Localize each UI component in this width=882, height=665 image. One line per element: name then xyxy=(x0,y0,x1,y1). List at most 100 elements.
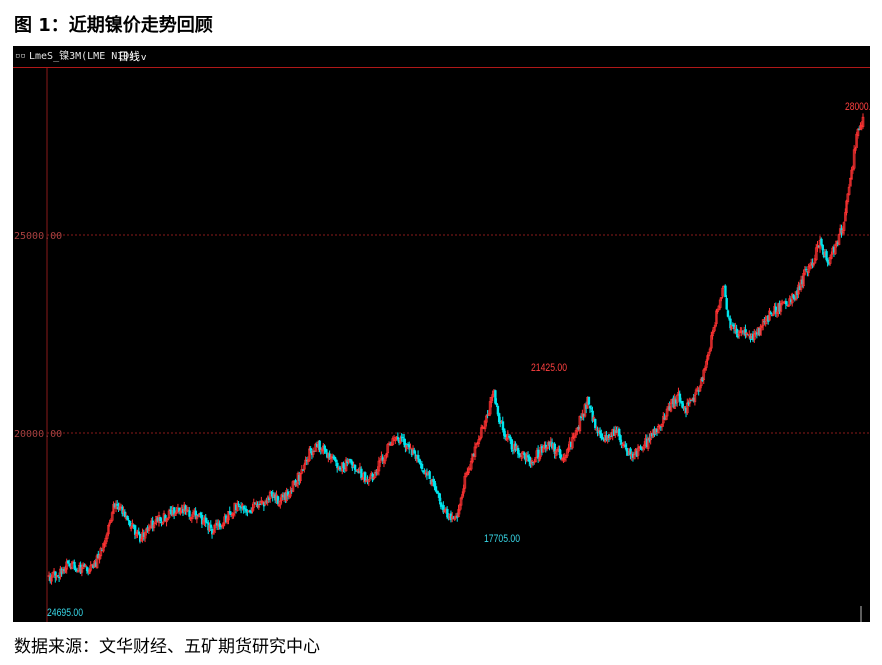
candle-body-down xyxy=(351,461,354,469)
window-restore-icon[interactable]: ▫▫ xyxy=(15,51,26,61)
candle-body-up xyxy=(195,515,199,520)
y-tick-label-0: 25000.00 xyxy=(14,231,62,242)
candle-body-down xyxy=(169,509,172,511)
candle-body-down xyxy=(733,324,736,330)
candle-body-down xyxy=(496,405,500,415)
chart-panel[interactable]: ▫▫ LmeS_镍3M(LME NID) 日线v 25000.00 20000.0… xyxy=(13,46,870,622)
candle-body-down xyxy=(678,393,682,402)
candle-body-down xyxy=(744,329,747,336)
candle-body-down xyxy=(200,514,204,525)
candle-body-down xyxy=(199,512,203,515)
period-dropdown[interactable]: 日线v xyxy=(118,50,146,65)
candle-body-up xyxy=(646,438,650,449)
candle-body-down xyxy=(422,470,425,473)
price-annotation-0: 28000. xyxy=(845,101,870,113)
candle-body-down xyxy=(238,505,242,507)
candle-body-down xyxy=(610,435,613,437)
candle-body-up xyxy=(632,454,636,460)
candle-body-down xyxy=(420,463,424,470)
candle-body-down xyxy=(620,442,623,445)
candle-body-down xyxy=(184,505,187,512)
candle-body-down xyxy=(194,510,198,519)
candle-body-down xyxy=(418,458,421,463)
candle-body-down xyxy=(497,413,501,423)
candle-body-down xyxy=(503,428,506,436)
candle-body-down xyxy=(528,456,531,462)
candle-body-down xyxy=(681,400,684,408)
candle-body-down xyxy=(211,528,214,535)
candle-body-down xyxy=(137,531,141,535)
candle-body-down xyxy=(509,436,512,441)
candlestick-chart: 25000.00 20000.00 28000. 21425.00 17705.00 24… xyxy=(14,68,870,622)
candle-body-down xyxy=(323,445,326,450)
candle-body-down xyxy=(248,510,252,513)
candle-body-up xyxy=(771,314,775,316)
figure-title: 图 1：近期镍价走势回顾 xyxy=(14,15,213,36)
candle-body-down xyxy=(784,301,788,305)
candle-body-down xyxy=(417,454,420,460)
candle-body-down xyxy=(338,467,342,469)
candle-body-up xyxy=(257,505,261,508)
candle-body-down xyxy=(240,506,243,509)
candle-body-down xyxy=(188,510,191,517)
price-annotation-1: 21425.00 xyxy=(531,362,567,374)
candle-body-up xyxy=(694,389,698,395)
candle-body-down xyxy=(74,568,77,570)
candle-body-down xyxy=(511,450,515,452)
candle-body-up xyxy=(721,287,724,297)
candle-body-down xyxy=(518,453,521,456)
candle-body-up xyxy=(368,476,372,479)
candle-body-down xyxy=(624,444,627,448)
price-annotation-3: 24695.00 xyxy=(47,607,83,619)
candle-body-down xyxy=(127,520,131,522)
candle-body-down xyxy=(544,444,548,449)
candle-body-down xyxy=(159,516,162,521)
candle-body-down xyxy=(432,479,435,482)
candle-body-up xyxy=(711,332,714,337)
candle-body-down xyxy=(333,456,337,460)
candle-body-down xyxy=(437,492,440,494)
candle-body-down xyxy=(591,410,594,422)
candle-body-up xyxy=(669,403,673,412)
candle-body-down xyxy=(821,244,824,251)
candle-body-up xyxy=(471,453,474,463)
candle-body-down xyxy=(826,259,830,263)
candle-body-down xyxy=(594,418,597,428)
candle-body-up xyxy=(842,222,846,231)
candle-body-down xyxy=(259,503,262,505)
candle-body-down xyxy=(403,438,406,445)
candle-body-up xyxy=(847,186,851,195)
candle-body-down xyxy=(504,434,507,438)
candle-body-down xyxy=(587,396,591,405)
candle-body-up xyxy=(861,116,865,127)
candle-body-down xyxy=(558,448,562,455)
candle-body-down xyxy=(446,508,449,518)
candle-body-up xyxy=(675,395,679,403)
candle-body-down xyxy=(237,503,240,505)
candle-body-down xyxy=(728,317,731,319)
candle-body-down xyxy=(350,459,353,463)
candle-body-down xyxy=(116,504,119,506)
candle-body-down xyxy=(619,435,622,443)
candle-body-down xyxy=(523,452,526,455)
candle-body-down xyxy=(725,298,728,310)
candle-body-down xyxy=(825,251,828,260)
candle-body-down xyxy=(553,443,556,454)
source-note: 数据来源：文华财经、五矿期货研究中心 xyxy=(14,637,320,657)
candle-body-down xyxy=(121,506,124,514)
candle-body-down xyxy=(243,508,247,510)
candle-body-down xyxy=(527,455,530,458)
candle-body-down xyxy=(731,324,735,326)
candle-body-down xyxy=(406,444,410,446)
candle-body-down xyxy=(590,408,593,410)
candle-body-down xyxy=(580,416,583,419)
candle-body-up xyxy=(167,510,171,518)
candle-body-down xyxy=(270,492,273,494)
y-tick-label-1: 20000.00 xyxy=(14,429,62,440)
candle-body-down xyxy=(54,571,57,579)
candle-body-down xyxy=(786,304,789,306)
candle-body-up xyxy=(698,386,702,392)
candle-body-down xyxy=(139,533,142,542)
candle-body-down xyxy=(501,421,505,431)
candle-body-down xyxy=(286,491,290,497)
